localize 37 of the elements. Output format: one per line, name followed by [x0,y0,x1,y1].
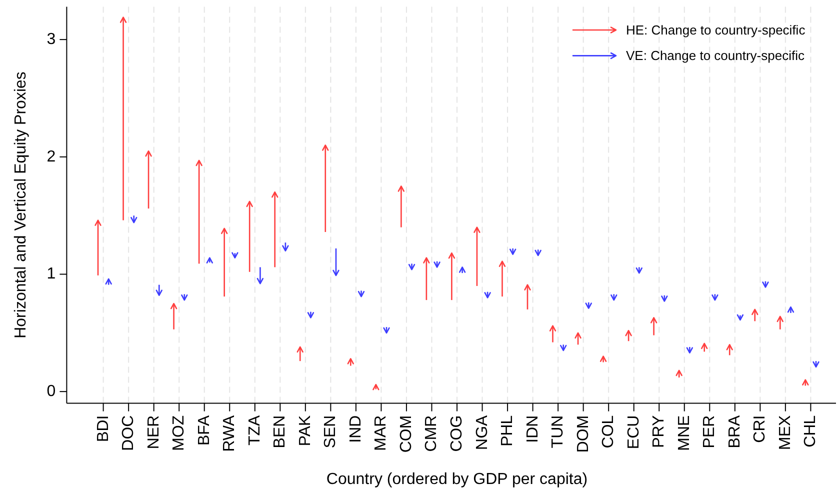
x-tick-label: BRA [726,414,744,448]
x-tick-label: SEN [322,415,340,448]
x-tick-label: BFA [196,414,213,446]
y-tick-label: 0 [46,383,56,400]
x-tick-label: TZA [246,414,264,446]
x-tick-label: TUN [550,415,567,448]
x-tick-label: RWA [221,414,238,452]
x-tick-label: CMR [423,415,440,452]
x-tick-label: MEX [776,414,794,450]
x-tick-label: IDN [524,415,542,443]
x-tick-label: COM [398,415,415,453]
x-tick-label: PER [701,415,718,448]
legend-label: HE: Change to country-specific [626,22,806,38]
x-tick-label: PHL [499,415,516,446]
x-tick-label: MAR [372,415,390,451]
y-axis-title: Horizontal and Vertical Equity Proxies [12,72,30,338]
x-tick-label: PRY [650,414,668,448]
x-tick-label: ECU [625,415,642,450]
x-axis-title: Country (ordered by GDP per capita) [326,471,588,488]
x-tick-label: BDI [94,415,112,442]
x-tick-label: IND [347,415,364,443]
y-tick-label: 3 [46,31,56,48]
y-tick-label: 1 [46,266,56,283]
legend-label: VE: Change to country-specific [626,48,805,64]
x-tick-label: CRI [752,415,769,443]
x-tick-label: DOM [574,415,592,453]
x-tick-label: PAK [296,414,314,446]
x-tick-label: COL [600,415,618,448]
x-tick-label: NER [145,415,162,450]
x-tick-label: BEN [272,415,289,448]
x-tick-label: NGA [474,414,491,450]
x-tick-label: DOC [120,415,138,451]
y-tick-label: 2 [46,148,56,166]
x-tick-label: COG [448,415,466,452]
x-tick-label: MOZ [170,415,188,451]
x-tick-label: MNE [676,415,693,451]
x-tick-label: CHL [802,415,820,448]
